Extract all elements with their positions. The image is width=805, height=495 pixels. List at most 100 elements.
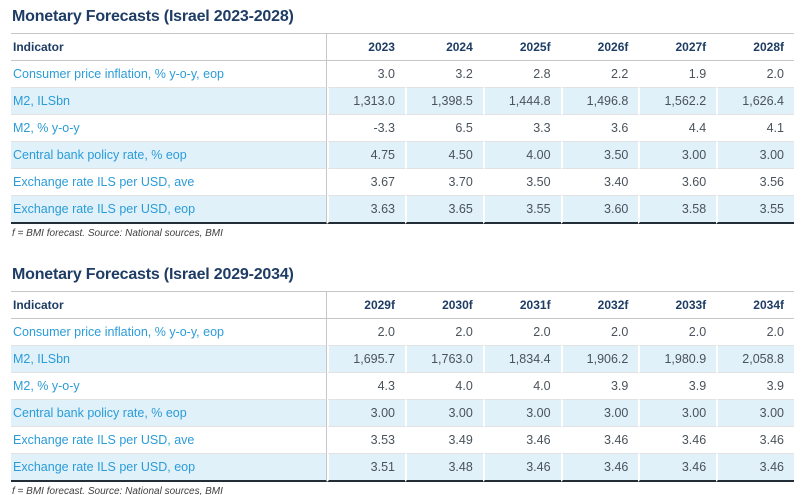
value-cell: 3.60	[638, 169, 717, 196]
value-cell: 1,496.8	[560, 88, 639, 115]
value-cell: 1,562.2	[638, 88, 717, 115]
value-cell: 3.46	[716, 454, 794, 482]
table-row: M2, ILSbn 1,313.0 1,398.5 1,444.8 1,496.8 1,5…	[11, 88, 794, 115]
table-footnote: f = BMI forecast. Source: National sourc…	[12, 228, 223, 239]
value-cell: 3.65	[404, 196, 483, 224]
value-cell: 3.46	[638, 427, 717, 454]
value-cell: 3.67	[327, 169, 405, 196]
forecast-section-2029-2034: Monetary Forecasts (Israel 2029-2034) In…	[11, 266, 794, 495]
value-cell: 4.0	[404, 373, 483, 400]
value-cell: 3.55	[482, 196, 561, 224]
forecast-table-2029-2034: Indicator 2029f 2030f 2031f 2032f 2033f 2034f…	[11, 291, 794, 482]
table-body: Consumer price inflation, % y-o-y, eop 2.…	[11, 319, 794, 482]
value-cell: 2.0	[482, 319, 561, 346]
value-cell: 3.56	[716, 169, 794, 196]
value-cell: 3.48	[404, 454, 483, 482]
indicator-label: Exchange rate ILS per USD, eop	[11, 196, 328, 224]
value-cell: 2.0	[716, 319, 794, 346]
table-row: M2, ILSbn 1,695.7 1,763.0 1,834.4 1,906.2 1,9…	[11, 346, 794, 373]
value-cell: 3.00	[482, 400, 561, 427]
indicator-label: Exchange rate ILS per USD, eop	[11, 454, 328, 482]
table-row: Central bank policy rate, % eop 3.00 3.00 3…	[11, 400, 794, 427]
value-cell: 3.46	[560, 454, 639, 482]
value-cell: 1,626.4	[716, 88, 794, 115]
value-cell: 1,834.4	[482, 346, 561, 373]
value-cell: 3.46	[716, 427, 794, 454]
indicator-label: M2, ILSbn	[11, 346, 328, 373]
value-cell: 2.8	[482, 61, 561, 88]
value-cell: 3.60	[560, 196, 639, 224]
year-column-header: 2026f	[560, 33, 639, 61]
year-column-header: 2028f	[716, 33, 794, 61]
value-cell: 4.75	[327, 142, 405, 169]
value-cell: 3.9	[638, 373, 717, 400]
value-cell: 4.00	[482, 142, 561, 169]
value-cell: 1,906.2	[560, 346, 639, 373]
value-cell: 1,763.0	[404, 346, 483, 373]
value-cell: 3.46	[482, 427, 561, 454]
indicator-label: Central bank policy rate, % eop	[11, 400, 328, 427]
table-row: Central bank policy rate, % eop 4.75 4.50 4…	[11, 142, 794, 169]
table-footnote: f = BMI forecast. Source: National sourc…	[12, 486, 223, 495]
value-cell: 3.63	[327, 196, 405, 224]
year-column-header: 2033f	[638, 291, 717, 319]
value-cell: 2,058.8	[716, 346, 794, 373]
value-cell: 1.9	[638, 61, 717, 88]
value-cell: 1,398.5	[404, 88, 483, 115]
year-column-header: 2025f	[482, 33, 561, 61]
year-column-header: 2034f	[716, 291, 794, 319]
value-cell: 3.6	[560, 115, 639, 142]
table-row: M2, % y-o-y -3.3 6.5 3.3 3.6 4.4 4.1	[11, 115, 794, 142]
year-column-header: 2031f	[482, 291, 561, 319]
header-row: Indicator 2029f 2030f 2031f 2032f 2033f 2034f	[11, 291, 794, 319]
value-cell: 3.9	[560, 373, 639, 400]
value-cell: 2.2	[560, 61, 639, 88]
indicator-label: Consumer price inflation, % y-o-y, eop	[11, 319, 328, 346]
forecast-section-2023-2028: Monetary Forecasts (Israel 2023-2028) In…	[11, 8, 794, 239]
value-cell: 3.46	[482, 454, 561, 482]
value-cell: 1,444.8	[482, 88, 561, 115]
value-cell: 2.0	[327, 319, 405, 346]
value-cell: 3.46	[560, 427, 639, 454]
value-cell: 3.50	[482, 169, 561, 196]
value-cell: 3.00	[638, 400, 717, 427]
table-row: Exchange rate ILS per USD, ave 3.67 3.70 3.…	[11, 169, 794, 196]
indicator-label: Consumer price inflation, % y-o-y, eop	[11, 61, 328, 88]
value-cell: 4.3	[327, 373, 405, 400]
indicator-label: M2, ILSbn	[11, 88, 328, 115]
value-cell: 1,695.7	[327, 346, 405, 373]
table-row: Exchange rate ILS per USD, eop 3.51 3.48 3.…	[11, 454, 794, 482]
indicator-label: Exchange rate ILS per USD, ave	[11, 169, 328, 196]
year-column-header: 2027f	[638, 33, 717, 61]
value-cell: 2.0	[716, 61, 794, 88]
year-column-header: 2023	[327, 33, 405, 61]
year-column-header: 2024	[404, 33, 483, 61]
table-title: Monetary Forecasts (Israel 2023-2028)	[12, 8, 294, 25]
value-cell: 3.55	[716, 196, 794, 224]
value-cell: 3.00	[560, 400, 639, 427]
value-cell: 3.40	[560, 169, 639, 196]
value-cell: 2.0	[638, 319, 717, 346]
indicator-label: M2, % y-o-y	[11, 115, 328, 142]
value-cell: 1,980.9	[638, 346, 717, 373]
indicator-column-header: Indicator	[11, 291, 328, 319]
year-column-header: 2029f	[327, 291, 405, 319]
value-cell: -3.3	[327, 115, 405, 142]
value-cell: 4.50	[404, 142, 483, 169]
value-cell: 3.46	[638, 454, 717, 482]
value-cell: 2.0	[404, 319, 483, 346]
value-cell: 1,313.0	[327, 88, 405, 115]
value-cell: 3.49	[404, 427, 483, 454]
value-cell: 3.2	[404, 61, 483, 88]
value-cell: 3.3	[482, 115, 561, 142]
indicator-label: M2, % y-o-y	[11, 373, 328, 400]
value-cell: 3.50	[560, 142, 639, 169]
year-column-header: 2032f	[560, 291, 639, 319]
table-row: Exchange rate ILS per USD, eop 3.63 3.65 3.…	[11, 196, 794, 224]
value-cell: 3.70	[404, 169, 483, 196]
value-cell: 4.4	[638, 115, 717, 142]
value-cell: 3.00	[327, 400, 405, 427]
table-row: Exchange rate ILS per USD, ave 3.53 3.49 3.…	[11, 427, 794, 454]
header-row: Indicator 2023 2024 2025f 2026f 2027f 2028f	[11, 33, 794, 61]
